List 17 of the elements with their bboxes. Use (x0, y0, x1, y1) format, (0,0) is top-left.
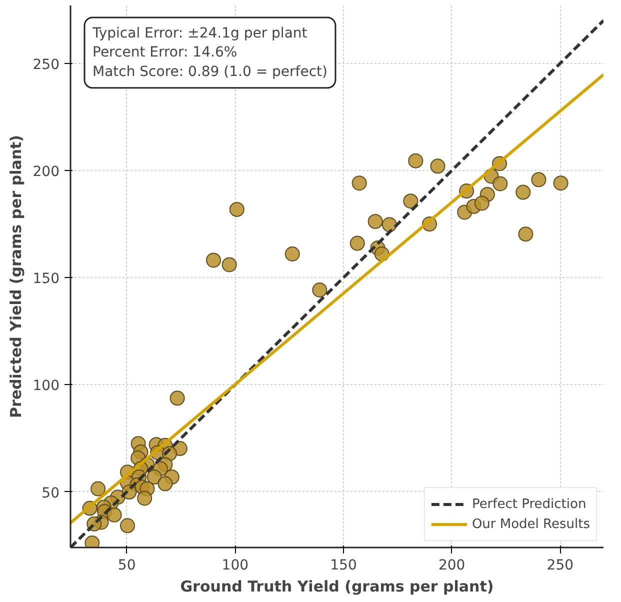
annotation: Percent Error: 14.6% (92, 44, 238, 61)
x-tick-label: 150 (330, 558, 357, 574)
y-tick-label: 250 (32, 56, 60, 73)
y-tick-label: 200 (32, 164, 60, 180)
x-tick-label: 250 (546, 558, 574, 574)
legend-label: Our Model Results (472, 516, 590, 532)
legend-label: Perfect Prediction (472, 496, 586, 512)
annotation: Match Score: 0.89 (1.0 = perfect) (92, 64, 328, 80)
x-tick-label: 200 (438, 558, 466, 574)
y-tick-label: 100 (32, 378, 60, 394)
annotation: Typical Error: ±24.1g per plant (92, 26, 308, 42)
x-axis-title: Ground Truth Yield (grams per plant) (180, 578, 494, 596)
x-tick-label: 100 (222, 558, 249, 574)
x-tick-label: 50 (118, 558, 136, 574)
y-tick-label: 150 (32, 271, 60, 288)
y-axis-title: Predicted Yield (grams per plant) (6, 134, 25, 418)
y-tick-label: 50 (42, 485, 60, 502)
